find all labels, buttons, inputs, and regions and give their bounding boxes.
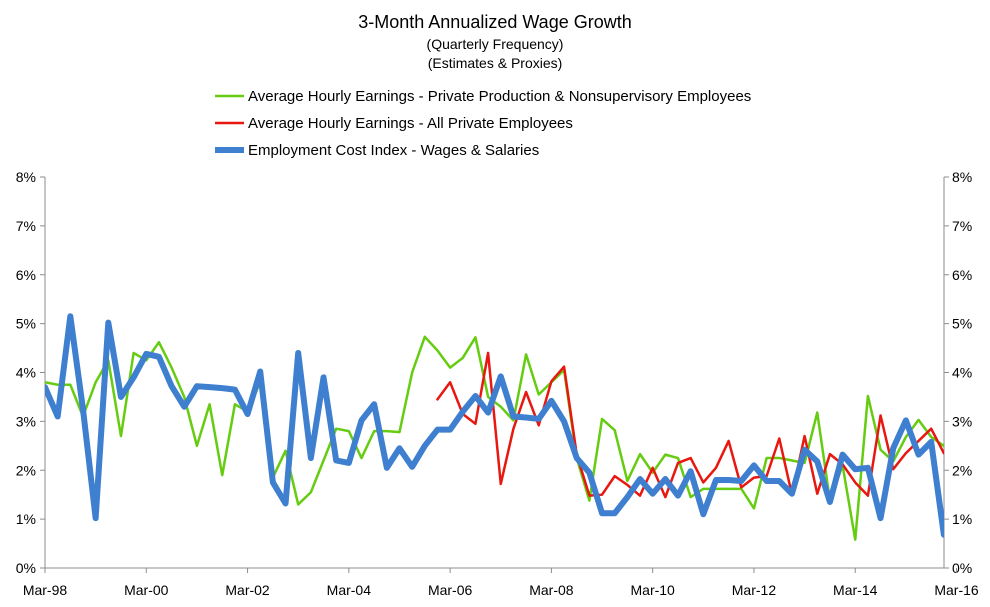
y-tick-label-left: 0% bbox=[16, 560, 36, 576]
x-tick-label: Mar-02 bbox=[225, 582, 270, 598]
legend: Average Hourly Earnings - Private Produc… bbox=[215, 88, 751, 159]
x-tick-label: Mar-06 bbox=[428, 582, 473, 598]
y-tick-label-left: 5% bbox=[16, 316, 36, 332]
chart-subtitle-2: (Estimates & Proxies) bbox=[428, 55, 563, 71]
series-line-2 bbox=[436, 351, 944, 499]
y-tick-label-right: 1% bbox=[952, 511, 972, 527]
x-tick-label: Mar-08 bbox=[529, 582, 574, 598]
chart-title: 3-Month Annualized Wage Growth bbox=[358, 12, 631, 32]
y-tick-label-right: 8% bbox=[952, 169, 972, 185]
x-tick-label: Mar-00 bbox=[124, 582, 169, 598]
y-tick-label-left: 7% bbox=[16, 218, 36, 234]
y-tick-label-left: 8% bbox=[16, 169, 36, 185]
y-tick-label-right: 2% bbox=[952, 462, 972, 478]
x-tick-label: Mar-04 bbox=[327, 582, 372, 598]
x-tick-label: Mar-10 bbox=[631, 582, 676, 598]
y-tick-label-right: 3% bbox=[952, 413, 972, 429]
y-tick-label-right: 4% bbox=[952, 365, 972, 381]
x-tick-label: Mar-98 bbox=[23, 582, 68, 598]
y-tick-label-left: 6% bbox=[16, 267, 36, 283]
x-tick-label: Mar-16 bbox=[934, 582, 979, 598]
series-line-1 bbox=[45, 335, 944, 541]
chart-subtitle-1: (Quarterly Frequency) bbox=[427, 36, 564, 52]
series-line-3 bbox=[45, 313, 944, 538]
axes: 0% 0% 1% 1% 2% 2% 3% 3% 4% 4% 5% 5% 6% 6% 7% 7% 8% 8% Mar-… bbox=[16, 169, 979, 598]
y-tick-label-left: 4% bbox=[16, 365, 36, 381]
y-tick-label-left: 3% bbox=[16, 413, 36, 429]
series-group bbox=[45, 313, 944, 541]
legend-label-2: Average Hourly Earnings - All Private Em… bbox=[248, 115, 573, 132]
y-tick-label-left: 2% bbox=[16, 462, 36, 478]
y-tick-label-left: 1% bbox=[16, 511, 36, 527]
y-tick-label-right: 7% bbox=[952, 218, 972, 234]
y-tick-label-right: 5% bbox=[952, 316, 972, 332]
x-tick-label: Mar-12 bbox=[732, 582, 777, 598]
legend-label-1: Average Hourly Earnings - Private Produc… bbox=[248, 88, 751, 105]
y-tick-label-right: 0% bbox=[952, 560, 972, 576]
y-tick-label-right: 6% bbox=[952, 267, 972, 283]
legend-label-3: Employment Cost Index - Wages & Salaries bbox=[248, 142, 539, 159]
x-tick-label: Mar-14 bbox=[833, 582, 878, 598]
